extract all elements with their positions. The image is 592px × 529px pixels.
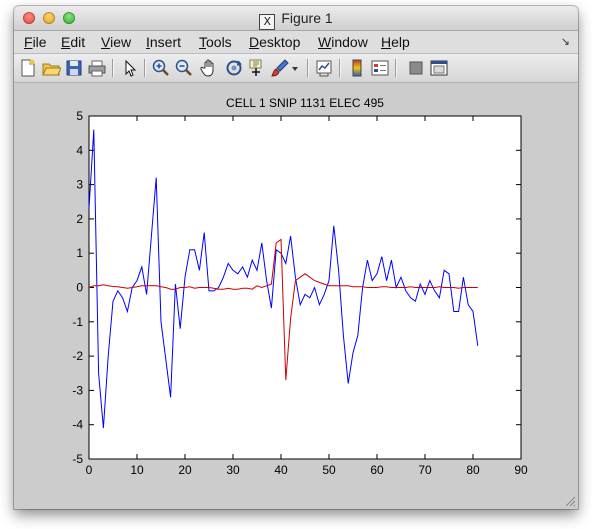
- y-tick-label: 4: [76, 143, 83, 157]
- menu-edit[interactable]: Edit: [61, 34, 86, 50]
- legend-icon[interactable]: [370, 58, 390, 78]
- pan-hand-icon[interactable]: [199, 58, 219, 78]
- plot-lines: [88, 129, 479, 429]
- y-tick-label: 1: [76, 246, 83, 260]
- window-title-group: X Figure 1: [14, 10, 578, 30]
- y-tick-label: -2: [72, 349, 83, 363]
- y-tick-label: -5: [72, 452, 83, 466]
- figure-window: X Figure 1 File Edit View Insert Tools De…: [14, 6, 578, 509]
- zoom-in-icon[interactable]: [151, 58, 171, 78]
- x-tick-label: 10: [130, 463, 144, 477]
- toolbar-separator: [307, 59, 308, 77]
- new-figure-icon[interactable]: [18, 58, 38, 78]
- menu-bar: File Edit View Insert Tools Desktop Wind…: [14, 31, 578, 54]
- y-tick-label: 3: [76, 178, 83, 192]
- window-title: Figure 1: [281, 10, 333, 26]
- link-plot-icon[interactable]: [314, 58, 334, 78]
- save-icon[interactable]: [64, 58, 84, 78]
- y-tick-label: 5: [76, 109, 83, 123]
- menu-view[interactable]: View: [101, 34, 132, 50]
- title-bar[interactable]: X Figure 1: [14, 6, 578, 31]
- colorbar-icon[interactable]: [347, 58, 367, 78]
- series-line-red: [88, 238, 478, 381]
- y-tick-label: -1: [72, 315, 83, 329]
- zoom-out-icon[interactable]: [174, 58, 194, 78]
- x-tick-label: 40: [274, 463, 288, 477]
- rotate-3d-icon[interactable]: [224, 58, 244, 78]
- y-tick-label: -3: [72, 383, 83, 397]
- plot-svg: CELL 1 SNIP 1131 ELEC 495 0 10 20 30 40 50 60 7…: [72, 96, 528, 477]
- menu-insert[interactable]: Insert: [146, 34, 182, 50]
- x-tick-label: 70: [418, 463, 432, 477]
- dock-figure-icon[interactable]: ↘: [560, 36, 570, 48]
- toolbar-separator: [339, 59, 340, 77]
- brush-dropdown-icon[interactable]: [290, 58, 300, 78]
- resize-grip-icon[interactable]: [564, 495, 576, 507]
- toolbar-separator: [144, 59, 145, 77]
- x-tick-label: 30: [226, 463, 240, 477]
- figure-canvas: CELL 1 SNIP 1131 ELEC 495 0 10 20 30 40 50 60 7…: [14, 83, 578, 509]
- x-tick-label: 50: [322, 463, 336, 477]
- x-tick-label: 0: [86, 463, 93, 477]
- x-tick-label: 60: [370, 463, 384, 477]
- toolbar-separator: [112, 59, 113, 77]
- figure-toolbar: [14, 54, 578, 83]
- series-line-blue: [88, 129, 479, 429]
- show-plot-tools-icon[interactable]: [429, 58, 449, 78]
- edit-plot-arrow-icon[interactable]: [120, 58, 140, 78]
- hide-plot-tools-icon[interactable]: [406, 58, 426, 78]
- open-file-icon[interactable]: [41, 58, 62, 78]
- x-tick-label: 20: [178, 463, 192, 477]
- y-tick-label: -4: [72, 418, 83, 432]
- data-cursor-icon[interactable]: [247, 58, 267, 78]
- axis-ticks: 0 10 20 30 40 50 60 70 80 90 -5 -4 -3 -2 -1 0 1 2 3 4 5: [72, 109, 528, 477]
- menu-window[interactable]: Window: [318, 34, 368, 50]
- menu-help[interactable]: Help: [381, 34, 410, 50]
- brush-icon[interactable]: [270, 58, 290, 78]
- menu-desktop[interactable]: Desktop: [249, 34, 301, 50]
- zoom-window-button[interactable]: [63, 12, 75, 24]
- x-tick-label: 80: [466, 463, 480, 477]
- x-tick-label: 90: [514, 463, 528, 477]
- x11-app-icon: X: [259, 14, 276, 30]
- menu-tools[interactable]: Tools: [199, 34, 232, 50]
- toolbar-separator: [395, 59, 396, 77]
- chart-title: CELL 1 SNIP 1131 ELEC 495: [226, 96, 384, 110]
- minimize-window-button[interactable]: [43, 12, 55, 24]
- y-tick-label: 2: [76, 212, 83, 226]
- menu-file[interactable]: File: [24, 34, 47, 50]
- print-icon[interactable]: [87, 58, 107, 78]
- y-tick-label: 0: [76, 281, 83, 295]
- close-window-button[interactable]: [23, 12, 35, 24]
